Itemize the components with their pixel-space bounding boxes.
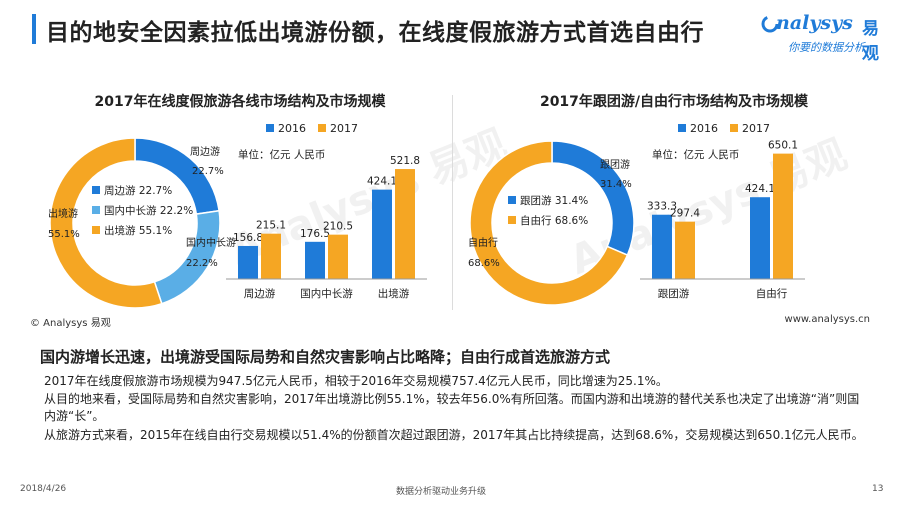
source-url: www.analysys.cn [784,314,870,325]
pie-outer-label: 出境游 [48,207,78,220]
bar [372,189,392,279]
x-tick-label: 出境游 [378,287,410,300]
pie-legend-swatch [92,226,100,234]
logo-swirl-icon [761,15,779,33]
chart-left: 2017年在线度假旅游各线市场结构及市场规模周边游 22.7% 国内中长游 22.… [30,78,450,318]
pie-outer-label: 跟团游 [600,158,630,171]
bar-value-label: 210.5 [323,221,353,233]
bar [675,221,695,279]
title-accent-bar [32,14,36,44]
bar-value-label: 650.1 [768,140,798,152]
bar-legend-label: 2017 [742,122,770,135]
bar-legend-label: 2017 [330,122,358,135]
bar-legend-swatch [266,124,274,132]
bar [652,214,672,279]
bar-value-label: 297.4 [670,208,700,220]
pie-outer-label: 国内中长游 [186,236,236,249]
pie-legend-label: 国内中长游 22.2% [104,204,193,217]
pie-outer-value: 31.4% [600,179,632,190]
pie-legend-label: 自由行 68.6% [520,214,588,227]
pie-outer-value: 22.2% [186,258,218,269]
logo-text: nalysys [776,12,853,34]
pie-legend-swatch [92,186,100,194]
pie-legend-swatch [508,196,516,204]
x-tick-label: 国内中长游 [300,287,353,300]
pie-legend-label: 周边游 22.7% [104,184,172,197]
bar-legend-swatch [678,124,686,132]
chart-title: 2017年跟团游/自由行市场结构及市场规模 [540,93,809,110]
logo-cn: 易观 [862,19,879,64]
pie-outer-value: 68.6% [468,258,500,269]
footer-date: 2018/4/26 [20,484,67,494]
bar-value-label: 521.8 [390,155,420,167]
pie-legend-swatch [92,206,100,214]
bar-value-label: 176.5 [300,228,330,240]
chart-title: 2017年在线度假旅游各线市场结构及市场规模 [95,93,387,110]
x-tick-label: 周边游 [244,287,276,300]
pie-outer-label: 自由行 [468,236,498,249]
bar-value-label: 333.3 [647,201,677,213]
bar [305,241,325,279]
bar-legend-label: 2016 [278,122,306,135]
chart-right: 2017年跟团游/自由行市场结构及市场规模跟团游 31.4% 自由行 68.6% 跟… [462,78,870,318]
bar [238,245,258,279]
page-number: 13 [872,484,884,494]
bar [395,169,415,279]
pie-outer-value: 22.7% [192,166,224,177]
bar-unit-label: 单位：亿元 人民币 [238,148,325,161]
bar-legend-swatch [318,124,326,132]
bar [773,153,793,279]
x-tick-label: 跟团游 [658,287,690,300]
summary-paragraph: 从旅游方式来看，2015年在线自由行交易规模以51.4%的份额首次超过跟团游，2… [44,428,864,442]
bar-legend-label: 2016 [690,122,718,135]
pie-legend-label: 出境游 55.1% [104,224,172,237]
summary-paragraph: 2017年在线度假旅游市场规模为947.5亿元人民币，相较于2016年交易规模7… [44,374,668,388]
pie-legend-label: 跟团游 31.4% [520,194,588,207]
bar-value-label: 215.1 [256,220,286,232]
pie-legend-swatch [508,216,516,224]
pie-outer-value: 55.1% [48,229,80,240]
bar-unit-label: 单位：亿元 人民币 [652,148,739,161]
bar [261,233,281,279]
footer-tagline: 数据分析驱动业务升级 [396,487,487,497]
pie-slice [469,140,629,306]
bar-value-label: 424.1 [745,183,775,195]
logo-slogan: 你要的数据分析 [788,41,865,54]
bar-legend-swatch [730,124,738,132]
analysys-logo: nalysys 易观 你要的数据分析 [761,10,890,64]
page-title: 目的地安全因素拉低出境游份额，在线度假旅游方式首选自由行 [46,20,704,46]
summary-paragraph: 从目的地来看，受国际局势和自然灾害影响，2017年出境游比例55.1%，较去年5… [44,392,860,423]
pie-outer-label: 周边游 [190,145,220,158]
summary-title: 国内游增长迅速，出境游受国际局势和自然灾害影响占比略降；自由行成首选旅游方式 [40,348,611,366]
pie-slice [49,137,163,309]
bar [328,234,348,279]
bar-value-label: 156.8 [233,232,263,244]
panel-divider [452,95,453,310]
bar [750,197,770,279]
source-credit: © Analysys 易观 [30,318,111,329]
x-tick-label: 自由行 [756,287,788,300]
source-line: © Analysys 易观 www.analysys.cn [30,314,870,330]
bar-value-label: 424.1 [367,176,397,188]
